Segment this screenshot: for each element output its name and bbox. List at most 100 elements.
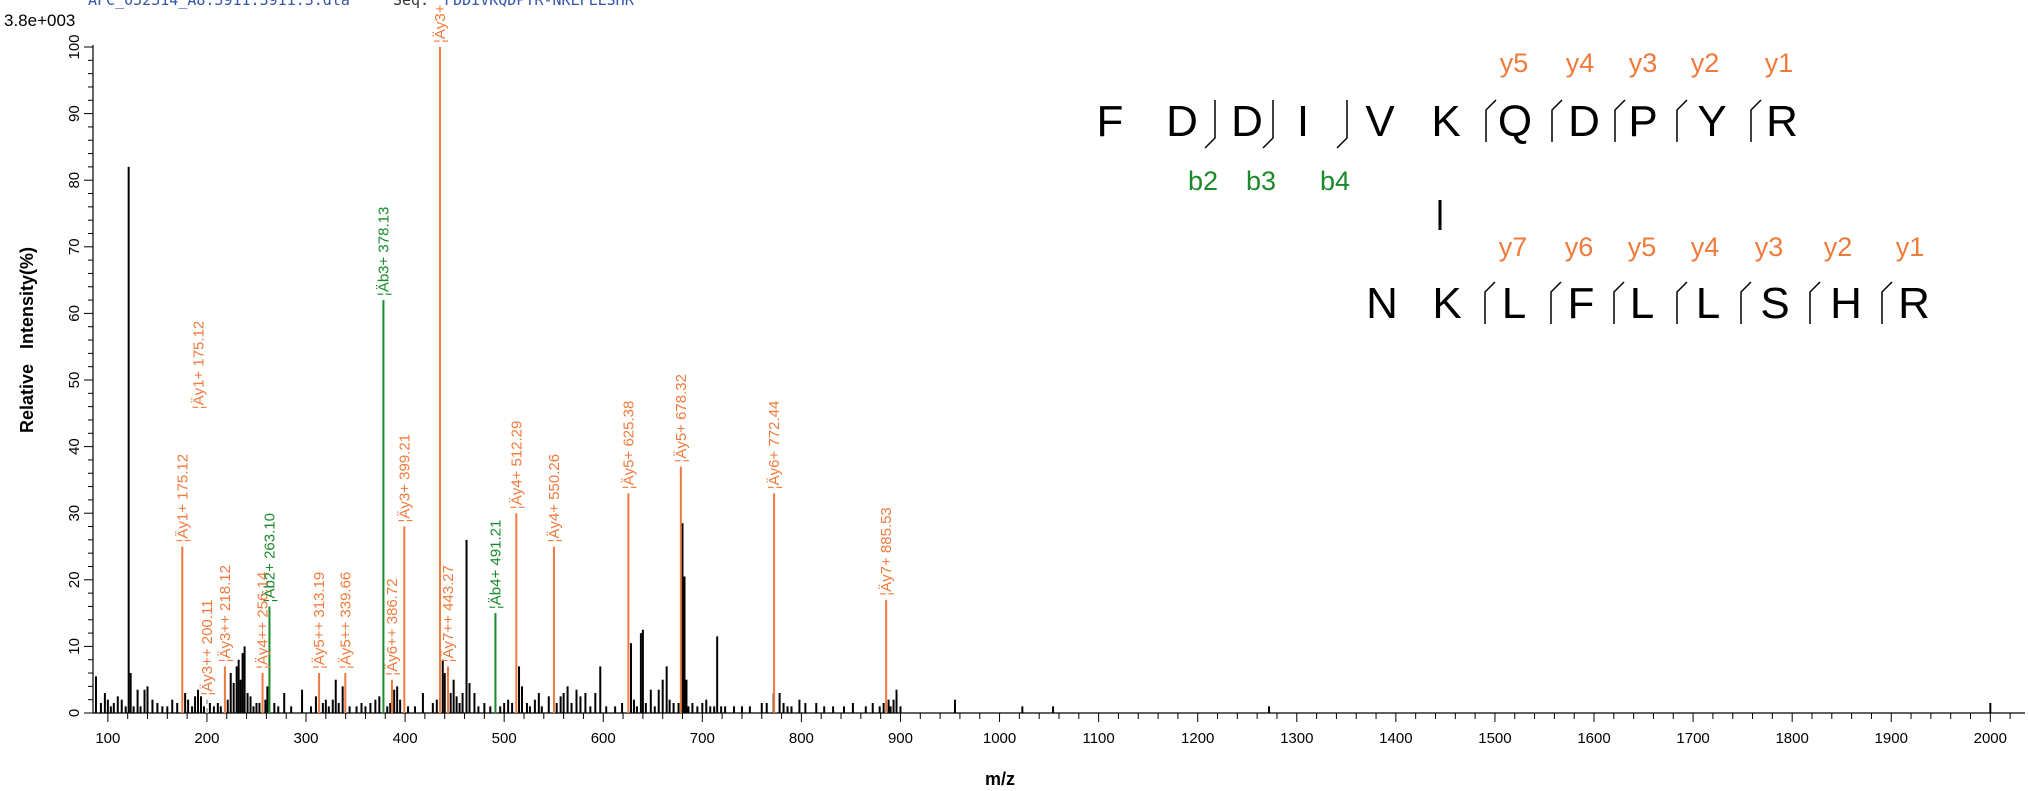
residue-letter: L — [1502, 279, 1526, 328]
y-tick-label: 0 — [66, 709, 83, 717]
peak-label: ¦Äy6++ 386.72 — [384, 578, 401, 675]
x-tick-label: 1700 — [1676, 730, 1709, 747]
y-cleavage-mark — [1485, 99, 1497, 142]
y-ion-label: y2 — [1691, 48, 1720, 78]
y-ion-label: y3 — [1755, 232, 1784, 262]
filename-text: AFC_052514_A8.3911.3911.3.dta — [88, 0, 350, 9]
residue-letter: Y — [1697, 97, 1726, 146]
y-ion-label: y3 — [1629, 48, 1658, 78]
y-cleavage-mark — [1676, 281, 1688, 324]
residue-letter: V — [1365, 97, 1395, 146]
axes: 100 200 300 400 500 600 700 800 900 1000 1100 1200 1… — [66, 34, 2025, 747]
x-tick-label: 1500 — [1478, 730, 1511, 747]
y-tick-label: 70 — [66, 238, 83, 255]
peak-label: ¦Äy6+ 772.44 — [766, 401, 783, 490]
y-cleavage-mark — [1484, 281, 1496, 324]
y-tick-label: 80 — [66, 172, 83, 189]
peak-label: ¦Äy5+ 678.32 — [673, 374, 690, 463]
residue-letter: K — [1432, 279, 1461, 328]
residue-letter: F — [1568, 279, 1595, 328]
seq-prefix-text: Seq: — [392, 0, 430, 9]
peak-label: ¦Äy3+ 435.21 — [432, 0, 449, 43]
intensity-scale-label: 3.8e+003 — [4, 11, 75, 30]
y-ion-label: y5 — [1628, 232, 1657, 262]
y-cleavage-mark — [1613, 281, 1625, 324]
y-ion-label: y1 — [1765, 48, 1794, 78]
x-tick-label: 1200 — [1181, 730, 1214, 747]
b-cleavage-mark — [1204, 100, 1216, 149]
x-tick-label: 2000 — [1974, 730, 2007, 747]
y-tick-label: 20 — [66, 571, 83, 588]
residue-letter: L — [1630, 279, 1654, 328]
x-tick-label: 500 — [492, 730, 517, 747]
y-tick-label: 40 — [66, 438, 83, 455]
peak-label: ¦Äy5+ 625.38 — [620, 401, 637, 490]
x-tick-label: 600 — [591, 730, 616, 747]
residue-letter: D — [1568, 97, 1600, 146]
residue-letter: Q — [1498, 97, 1532, 146]
peak-label: ¦Äb3+ 378.13 — [375, 207, 392, 296]
x-tick-label: 1400 — [1379, 730, 1412, 747]
x-tick-label: 1000 — [983, 730, 1016, 747]
y-ion-label: y2 — [1824, 232, 1853, 262]
y-tick-label: 60 — [66, 305, 83, 322]
b-ion-label: b3 — [1246, 166, 1276, 196]
b-cleavage-mark — [1262, 100, 1274, 149]
residue-letter: K — [1431, 97, 1460, 146]
residue-letter: N — [1366, 279, 1398, 328]
x-tick-label: 100 — [95, 730, 120, 747]
peak-label: ¦Äy3++ 218.12 — [217, 565, 234, 662]
peak-label: ¦Äy4+ 512.29 — [508, 421, 525, 510]
peak-label: ¦Äy5++ 339.66 — [337, 572, 354, 669]
y-ion-label: y5 — [1500, 48, 1529, 78]
y-cleavage-mark — [1809, 281, 1821, 324]
residue-letter: F — [1097, 97, 1124, 146]
peak-label: ¦Äb2+ 263.10 — [261, 513, 278, 602]
y-ion-label: y4 — [1691, 232, 1720, 262]
y-tick-label: 50 — [66, 372, 83, 389]
b-cleavage-mark — [1336, 100, 1348, 149]
x-tick-label: 300 — [293, 730, 318, 747]
sequence-text: FDDIVKQDPYR-NKLFLLSHR — [444, 0, 634, 9]
x-tick-label: 900 — [888, 730, 913, 747]
y-cleavage-mark — [1550, 281, 1562, 324]
y-ion-label: y4 — [1566, 48, 1595, 78]
residue-letter: H — [1830, 279, 1862, 328]
x-tick-label: 700 — [690, 730, 715, 747]
x-tick-label: 800 — [789, 730, 814, 747]
y-cleavage-mark — [1740, 281, 1752, 324]
residue-letter: R — [1766, 97, 1798, 146]
peak-label: ¦Äy4++ 256.14 — [255, 572, 272, 669]
peak-label: ¦Äy5++ 313.19 — [311, 572, 328, 669]
peak-label: ¦Äb4+ 491.21 — [487, 520, 504, 609]
peak-label: ¦Äy7+ 885.53 — [878, 507, 895, 596]
x-tick-label: 1900 — [1875, 730, 1908, 747]
peak-label: ¦Äy4+ 550.26 — [546, 454, 563, 543]
y-cleavage-mark — [1881, 281, 1893, 324]
y-cleavage-mark — [1676, 99, 1688, 142]
residue-letter: P — [1628, 97, 1657, 146]
x-tick-label: 200 — [194, 730, 219, 747]
peaks — [94, 47, 1992, 713]
y-ion-label: y7 — [1499, 232, 1528, 262]
residue-letter: R — [1898, 279, 1930, 328]
y-cleavage-mark — [1551, 99, 1563, 142]
x-tick-label: 1600 — [1577, 730, 1610, 747]
x-tick-label: 1800 — [1775, 730, 1808, 747]
spectrum-header: AFC_052514_A8.3911.3911.3.dta Seq: FDDIV… — [88, 0, 634, 9]
peak-annotations: ¦Äy1+ 175.12 ¦Äy3++ 200.11 ¦Äy3++ 218.12 ¦Ä… — [174, 0, 895, 696]
b-ion-label: b4 — [1320, 166, 1350, 196]
peak-label: ¦Äy1+ 175.12 — [174, 454, 191, 543]
residue-letter: L — [1696, 279, 1720, 328]
y-tick-label: 30 — [66, 505, 83, 522]
y-axis-label: Relative Intensity(%) — [17, 247, 37, 433]
x-tick-label: 400 — [393, 730, 418, 747]
y-tick-label: 90 — [66, 105, 83, 122]
peak-label: ¦Äy7++ 443.27 — [440, 565, 457, 662]
peak-label: ¦Äy3+ 399.21 — [396, 434, 413, 523]
residue-letter: S — [1760, 279, 1789, 328]
y-ion-label: y6 — [1565, 232, 1594, 262]
y-cleavage-mark — [1614, 99, 1626, 142]
